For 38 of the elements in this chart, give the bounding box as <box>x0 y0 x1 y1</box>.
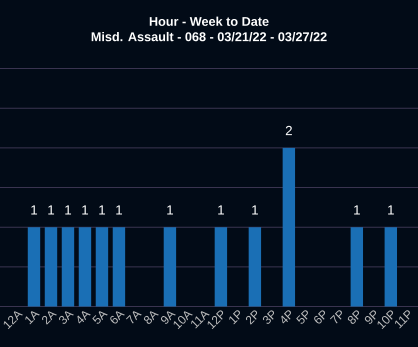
x-tick-label: 11P <box>395 310 410 328</box>
data-label: 1 <box>99 205 106 214</box>
x-tick-label: 2A <box>42 311 57 325</box>
data-label: 1 <box>116 205 122 214</box>
x-tick-label: 6A <box>110 311 125 324</box>
data-label: 1 <box>252 205 258 214</box>
data-label: 1 <box>388 205 394 214</box>
data-label: 1 <box>48 205 54 214</box>
x-tick-label: 1P <box>229 310 240 324</box>
x-tick-label: 8A <box>144 311 159 324</box>
x-tick-label: 12A <box>4 311 23 330</box>
x-tick-label: 1A <box>25 311 40 324</box>
data-label: 1 <box>354 205 360 214</box>
x-tick-label: 11A <box>191 311 210 328</box>
x-tick-label: 8P <box>348 310 359 324</box>
chart-title: Hour - Week to Date <box>150 16 269 26</box>
data-label: 1 <box>167 205 173 214</box>
x-tick-label: 12P <box>208 310 224 330</box>
x-tick-label: 9P <box>364 310 376 324</box>
x-tick-label: 3P <box>262 310 274 324</box>
data-label: 1 <box>82 205 88 214</box>
x-tick-label: 7P <box>330 310 342 324</box>
x-tick-label: 10P <box>378 310 393 330</box>
data-label: 1 <box>31 205 38 214</box>
data-label: 1 <box>65 205 72 214</box>
x-tick-label: 6P <box>314 310 326 324</box>
data-label: 1 <box>218 205 224 214</box>
data-label: 2 <box>286 126 292 136</box>
x-tick-label: 10A <box>174 311 193 330</box>
x-tick-label: 4A <box>77 311 91 324</box>
x-tick-label: 9A <box>160 311 176 324</box>
x-tick-label: 2P <box>246 310 258 325</box>
x-tick-label: 5P <box>296 310 308 324</box>
x-tick-label: 5A <box>92 311 108 324</box>
x-tick-label: 3A <box>58 311 74 324</box>
chart-subtitle: Misd. Assault - 068 - 03/21/22 - 03/27/22 <box>92 32 327 42</box>
x-tick-label: 4P <box>281 310 291 324</box>
x-tick-label: 7A <box>126 311 142 324</box>
